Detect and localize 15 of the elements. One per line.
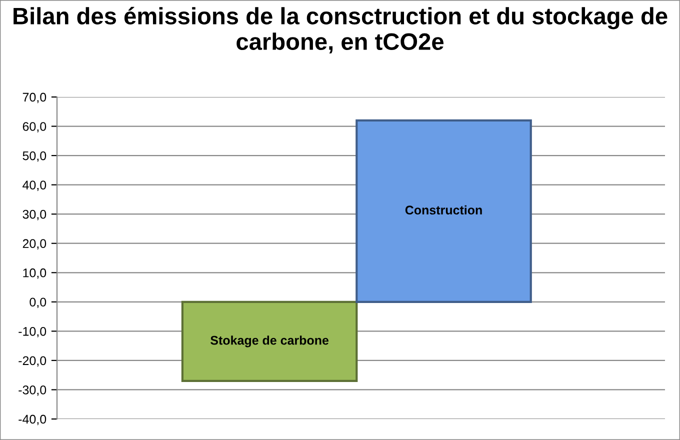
y-tick-label: 50,0 <box>22 151 46 162</box>
y-tick-label: 30,0 <box>22 210 46 220</box>
y-tick-label: 0,0 <box>30 298 46 308</box>
y-tick-label: 40,0 <box>22 180 46 191</box>
x-tick-label: Construction <box>405 205 482 215</box>
y-tick-label: 70,0 <box>22 92 46 104</box>
y-tick-label: -20,0 <box>18 356 46 367</box>
y-tick-label: 60,0 <box>22 122 46 132</box>
y-tick-label: 10,0 <box>23 268 46 279</box>
y-tick-label: -10,0 <box>18 326 46 338</box>
y-tick-label: -40,0 <box>18 414 46 426</box>
chart-title: Bilan des émissions de la consctruction et du stockage de carbone, en tCO2e <box>14 6 668 54</box>
y-tick-label: 20,0 <box>22 239 46 250</box>
y-tick-label: -30,0 <box>18 386 46 396</box>
x-tick-label: Stokage de carbone <box>210 336 329 348</box>
